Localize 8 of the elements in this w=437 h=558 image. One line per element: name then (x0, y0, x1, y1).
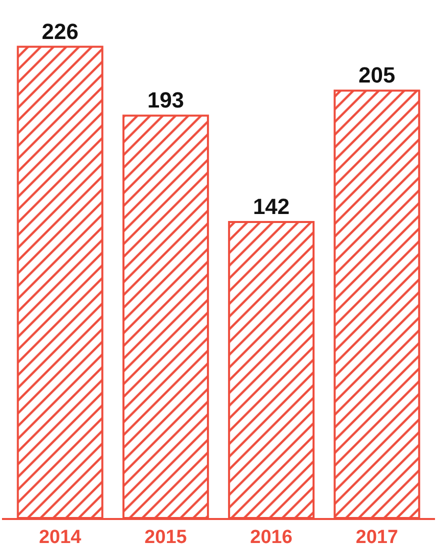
x-tick-label: 2017 (356, 526, 398, 548)
x-tick-label: 2015 (144, 526, 188, 548)
data-label: 193 (147, 88, 184, 113)
x-tick-label: 2016 (250, 526, 292, 548)
data-label: 205 (358, 62, 396, 88)
data-label: 226 (42, 18, 78, 44)
data-label: 142 (252, 194, 290, 219)
x-tick-label: 2014 (38, 526, 82, 548)
